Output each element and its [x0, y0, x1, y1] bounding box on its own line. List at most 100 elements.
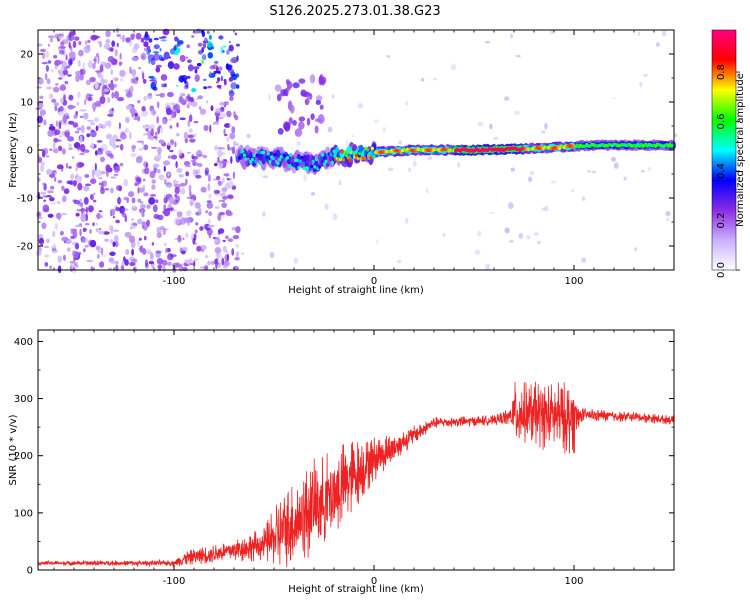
- noise-cell: [235, 226, 241, 234]
- noise-cell: [76, 144, 81, 151]
- noise-cell: [43, 245, 50, 248]
- noise-cell: [131, 248, 135, 256]
- noise-cell: [80, 152, 85, 155]
- noise-cell: [207, 225, 212, 228]
- noise-cell: [118, 61, 122, 67]
- noise-cell: [170, 111, 175, 117]
- noise-cell: [196, 245, 202, 252]
- noise-cell: [549, 30, 554, 35]
- x-tick-label: 0: [371, 276, 377, 287]
- noise-cell: [78, 162, 85, 168]
- noise-cell: [661, 30, 667, 37]
- noise-cell: [58, 77, 62, 80]
- noise-cell: [137, 198, 142, 203]
- noise-cell: [186, 196, 193, 199]
- noise-cell: [95, 100, 102, 107]
- noise-cell: [52, 230, 56, 238]
- noise-cell: [129, 66, 132, 74]
- noise-cell: [158, 174, 165, 181]
- noise-cell: [234, 256, 240, 261]
- noise-cell: [170, 115, 175, 119]
- noise-cell: [412, 160, 417, 167]
- noise-cell: [52, 86, 60, 93]
- ridge-cell: [372, 155, 376, 159]
- noise-cell: [73, 114, 78, 119]
- noise-cell: [190, 101, 198, 107]
- noise-cell: [114, 267, 119, 271]
- noise-cell: [179, 98, 185, 104]
- noise-cell: [84, 98, 87, 106]
- noise-cell: [206, 30, 210, 35]
- noise-cell: [59, 46, 66, 49]
- ridge-cell: [266, 152, 270, 156]
- noise-cell: [115, 219, 120, 224]
- noise-cell: [143, 41, 149, 48]
- noise-cell: [541, 207, 547, 211]
- noise-cell: [114, 235, 119, 243]
- noise-cell: [477, 121, 484, 127]
- noise-cell: [59, 119, 64, 123]
- noise-cell: [147, 250, 153, 255]
- noise-cell: [45, 64, 50, 72]
- noise-cell: [102, 231, 110, 235]
- noise-cell: [327, 126, 333, 133]
- noise-cell: [90, 130, 97, 138]
- noise-cell: [59, 230, 64, 236]
- y-tick-label: 0: [27, 146, 33, 157]
- noise-cell: [303, 174, 307, 182]
- noise-cell: [331, 94, 335, 99]
- ridge-cell: [354, 154, 358, 158]
- noise-cell: [91, 169, 96, 177]
- noise-cell: [149, 170, 156, 179]
- noise-cell: [40, 161, 46, 166]
- noise-cell: [163, 165, 166, 172]
- noise-cell: [112, 241, 116, 247]
- noise-cell: [106, 133, 113, 140]
- noise-cell: [296, 141, 301, 146]
- noise-cell: [309, 74, 316, 84]
- noise-cell: [82, 62, 85, 70]
- noise-cell: [123, 196, 127, 201]
- noise-cell: [66, 115, 70, 119]
- noise-cell: [184, 78, 187, 84]
- noise-cell: [229, 124, 232, 127]
- noise-cell: [225, 235, 229, 240]
- noise-cell: [138, 67, 141, 70]
- noise-cell: [298, 121, 305, 130]
- noise-cell: [217, 261, 222, 268]
- noise-cell: [68, 143, 72, 148]
- noise-cell: [100, 254, 107, 258]
- noise-cell: [69, 261, 76, 264]
- ridge-cell: [271, 158, 276, 167]
- noise-cell: [120, 207, 125, 215]
- noise-cell: [157, 126, 161, 135]
- noise-cell: [125, 117, 130, 123]
- noise-cell: [208, 42, 214, 48]
- noise-cell: [207, 174, 211, 183]
- noise-cell: [65, 162, 69, 169]
- noise-cell: [262, 175, 268, 178]
- noise-cell: [131, 197, 136, 204]
- noise-cell: [131, 258, 138, 263]
- noise-cell: [173, 180, 180, 185]
- noise-cell: [86, 44, 91, 50]
- noise-cell: [47, 129, 54, 137]
- noise-cell: [96, 253, 100, 259]
- noise-cell: [345, 140, 349, 145]
- noise-cell: [144, 31, 149, 39]
- noise-cell: [114, 49, 118, 57]
- noise-cell: [75, 224, 82, 228]
- noise-cell: [74, 243, 80, 250]
- noise-cell: [143, 192, 149, 197]
- noise-cell: [182, 266, 188, 272]
- noise-cell: [67, 104, 74, 110]
- noise-cell: [311, 192, 316, 196]
- snr-series-line: [37, 381, 675, 568]
- noise-cell: [125, 37, 131, 43]
- noise-cell: [427, 156, 432, 160]
- noise-cell: [137, 155, 143, 161]
- noise-cell: [298, 116, 306, 122]
- noise-cell: [119, 143, 124, 151]
- noise-cell: [85, 183, 92, 187]
